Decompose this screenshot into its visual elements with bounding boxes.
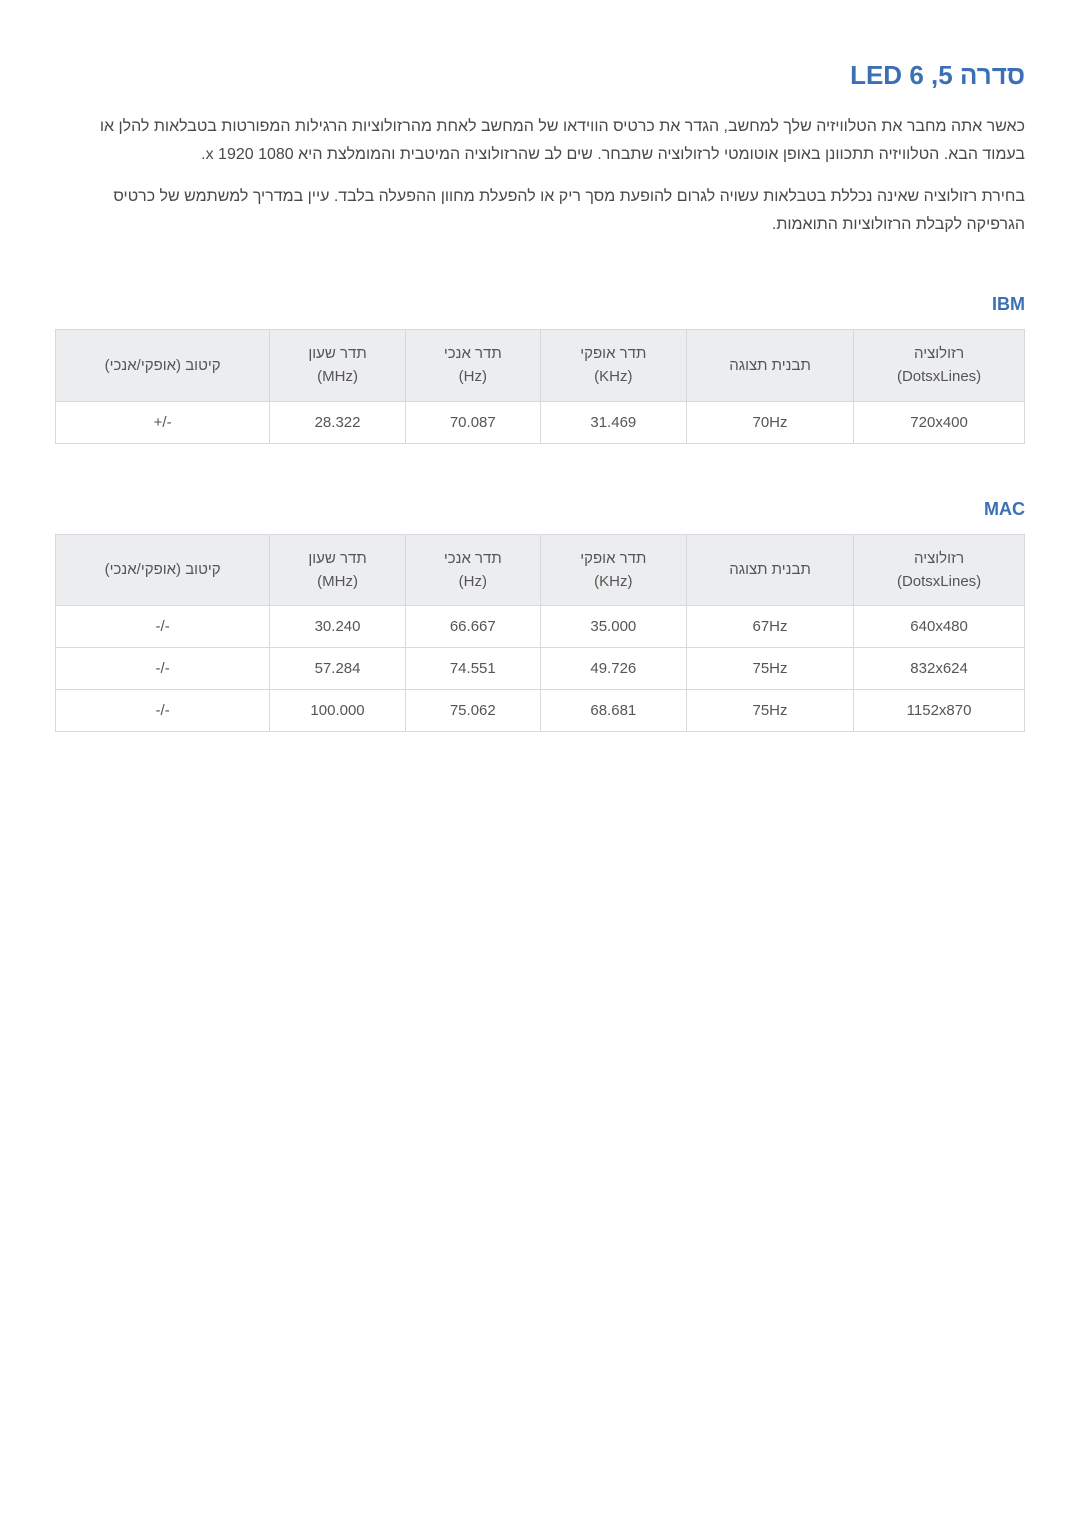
- col-h-freq: תדר אופקי(KHz): [540, 330, 686, 402]
- cell-resolution: 720x400: [854, 401, 1025, 443]
- col-clock: תדר שעון(MHz): [270, 330, 406, 402]
- intro-paragraph-1: כאשר אתה מחבר את הטלוויזיה שלך למחשב, הג…: [55, 113, 1025, 169]
- col-resolution: רזולוציה(DotsxLines): [854, 330, 1025, 402]
- col-display-format: תבנית תצוגה: [686, 534, 853, 606]
- cell-clock: 28.322: [270, 401, 406, 443]
- cell-v-freq: 66.667: [405, 606, 540, 648]
- table-row: 832x624 75Hz 49.726 74.551 57.284 -/-: [56, 648, 1025, 690]
- page-title: סדרה 5, 6 LED: [55, 60, 1025, 91]
- intro-paragraph-2: בחירת רזולוציה שאינה נכללת בטבלאות עשויה…: [55, 183, 1025, 239]
- cell-clock: 57.284: [270, 648, 406, 690]
- cell-resolution: 640x480: [854, 606, 1025, 648]
- cell-h-freq: 68.681: [540, 690, 686, 732]
- table-header-row: רזולוציה(DotsxLines) תבנית תצוגה תדר אופ…: [56, 534, 1025, 606]
- col-v-freq: תדר אנכי(Hz): [405, 534, 540, 606]
- cell-resolution: 1152x870: [854, 690, 1025, 732]
- cell-h-freq: 49.726: [540, 648, 686, 690]
- cell-polarity: -/-: [56, 690, 270, 732]
- cell-polarity: +/-: [56, 401, 270, 443]
- col-h-freq: תדר אופקי(KHz): [540, 534, 686, 606]
- table-row: 720x400 70Hz 31.469 70.087 28.322 +/-: [56, 401, 1025, 443]
- section-heading-mac: MAC: [55, 499, 1025, 520]
- section-heading-ibm: IBM: [55, 294, 1025, 315]
- table-row: 640x480 67Hz 35.000 66.667 30.240 -/-: [56, 606, 1025, 648]
- table-ibm: רזולוציה(DotsxLines) תבנית תצוגה תדר אופ…: [55, 329, 1025, 444]
- cell-resolution: 832x624: [854, 648, 1025, 690]
- col-polarity: קיטוב (אופקי/אנכי): [56, 330, 270, 402]
- cell-display-format: 75Hz: [686, 648, 853, 690]
- cell-display-format: 75Hz: [686, 690, 853, 732]
- table-mac: רזולוציה(DotsxLines) תבנית תצוגה תדר אופ…: [55, 534, 1025, 733]
- col-display-format: תבנית תצוגה: [686, 330, 853, 402]
- cell-v-freq: 70.087: [405, 401, 540, 443]
- cell-h-freq: 31.469: [540, 401, 686, 443]
- table-row: 1152x870 75Hz 68.681 75.062 100.000 -/-: [56, 690, 1025, 732]
- table-header-row: רזולוציה(DotsxLines) תבנית תצוגה תדר אופ…: [56, 330, 1025, 402]
- cell-v-freq: 74.551: [405, 648, 540, 690]
- col-clock: תדר שעון(MHz): [270, 534, 406, 606]
- cell-clock: 30.240: [270, 606, 406, 648]
- cell-display-format: 67Hz: [686, 606, 853, 648]
- cell-h-freq: 35.000: [540, 606, 686, 648]
- cell-polarity: -/-: [56, 648, 270, 690]
- col-v-freq: תדר אנכי(Hz): [405, 330, 540, 402]
- cell-display-format: 70Hz: [686, 401, 853, 443]
- col-polarity: קיטוב (אופקי/אנכי): [56, 534, 270, 606]
- cell-clock: 100.000: [270, 690, 406, 732]
- col-resolution: רזולוציה(DotsxLines): [854, 534, 1025, 606]
- cell-v-freq: 75.062: [405, 690, 540, 732]
- cell-polarity: -/-: [56, 606, 270, 648]
